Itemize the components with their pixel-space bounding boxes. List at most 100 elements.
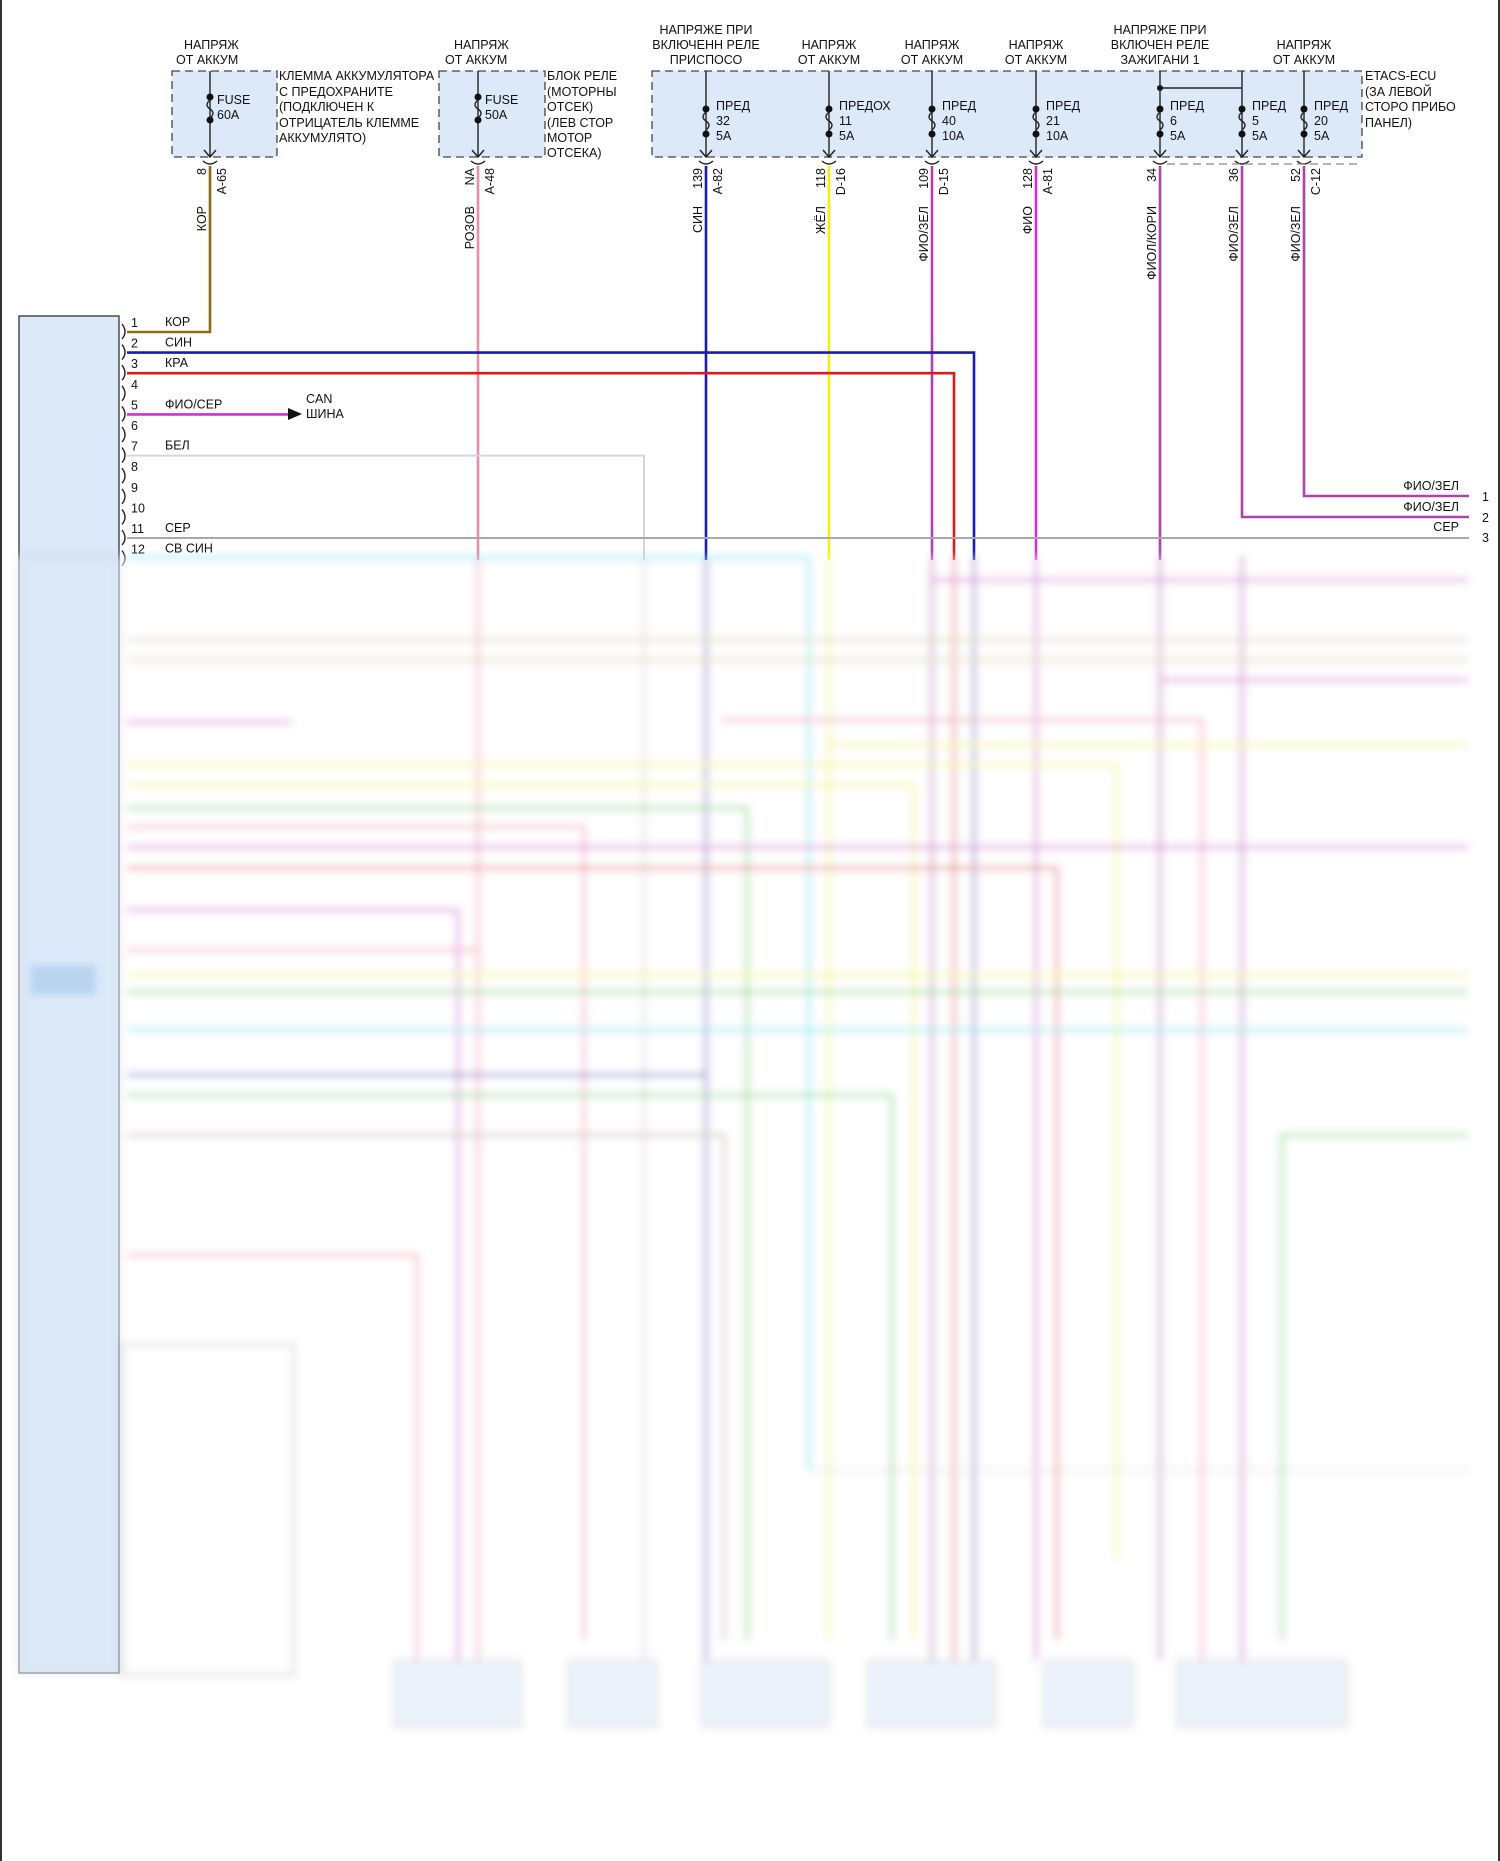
supply-label: НАПРЯЖ [1277, 38, 1332, 52]
block-desc: С ПРЕДОХРАНИТЕ [279, 85, 393, 99]
fuse-label: ПРЕД [1314, 99, 1349, 113]
wire-color-label: ФИО/ЗЕЛ [1227, 206, 1241, 262]
supply-label: НАПРЯЖ [184, 38, 239, 52]
blurred-lower-diagram [2, 555, 1498, 1861]
pin-number: 5 [131, 398, 138, 412]
supply-label: ОТ АККУМ [445, 53, 507, 67]
fuse-rating: 50A [485, 108, 508, 122]
block-desc: ОТРИЦАТЕЛЬ КЛЕММЕ [279, 116, 419, 130]
block-desc: ОТСЕК) [547, 100, 593, 114]
wire-color-label: БЕЛ [165, 439, 190, 453]
connector-id: A-48 [483, 168, 497, 194]
blurred-component [567, 1660, 658, 1728]
connector-id: A-81 [1041, 168, 1055, 194]
wire-color-label: КРА [165, 356, 189, 370]
wire-color-label: ФИОЛ/КОРИ [1145, 206, 1159, 280]
pin-number: 118 [814, 168, 828, 188]
supply-label: НАПРЯЖ [454, 38, 509, 52]
supply-label: ОТ АККУМ [1273, 53, 1335, 67]
wire-color-label: СИН [691, 206, 705, 233]
wire [127, 351, 976, 560]
pin-number: 52 [1289, 168, 1303, 182]
blurred-wire [127, 866, 1059, 1640]
supply-label: НАПРЯЖ [1009, 38, 1064, 52]
fuse-label: 10A [1046, 129, 1069, 143]
block-desc: АККУМУЛЯТО) [279, 131, 366, 145]
connector-id: A-82 [711, 168, 725, 194]
fuse-label: 10A [942, 129, 965, 143]
wires [127, 166, 1469, 560]
wire-color-label: СЕР [1433, 520, 1459, 534]
supply-label: ВКЛЮЧЕН РЕЛЕ [1111, 38, 1209, 52]
supply-label: ОТ АККУМ [798, 53, 860, 67]
fuse-label: 40 [942, 114, 956, 128]
fuse-label: 21 [1046, 114, 1060, 128]
wire [1302, 166, 1469, 498]
wire [127, 166, 212, 334]
wire-color-label: ФИО/ЗЕЛ [1289, 206, 1303, 262]
pin-number: 128 [1021, 168, 1035, 189]
fuse-label: 6 [1170, 114, 1177, 128]
blurred-wire [127, 908, 460, 1660]
fuse-label: 32 [716, 114, 730, 128]
fuse-label: 5A [716, 129, 732, 143]
blurred-component [1043, 1660, 1134, 1728]
block-desc: ПАНЕЛ) [1365, 116, 1412, 130]
relay-box-fuse-block: НАПРЯЖ ОТ АККУМ FUSE 50A БЛОК РЕЛЕ (МОТО… [438, 38, 617, 165]
block-desc: МОТОР [547, 131, 592, 145]
wire-color-label: КОР [195, 206, 209, 231]
supply-label: НАПРЯЖЕ ПРИ [1114, 23, 1207, 37]
supply-label: ЗАЖИГАНИ 1 [1120, 53, 1199, 67]
pin-number: 9 [131, 481, 138, 495]
wire-color-label: РОЗОВ [463, 206, 477, 249]
pin-number: 139 [691, 168, 705, 189]
blurred-wire [1280, 1133, 1468, 1640]
pin-number: 2 [131, 337, 138, 351]
block-desc: ETACS-ECU [1365, 69, 1436, 83]
fuse-label: ПРЕД [1046, 99, 1081, 113]
pin-number: 2 [1482, 511, 1489, 525]
fuse-label: ПРЕД [1252, 99, 1287, 113]
pin-number: 109 [917, 168, 931, 189]
pin-number: 1 [1482, 490, 1489, 504]
pin-number: 3 [131, 357, 138, 371]
fuse-label: 5A [1314, 129, 1330, 143]
supply-label: НАПРЯЖЕ ПРИ [660, 23, 753, 37]
connector-id: D-16 [834, 168, 848, 195]
supply-label: ВКЛЮЧЕНН РЕЛЕ [652, 38, 759, 52]
block-desc: СТОРО ПРИБО [1365, 100, 1456, 114]
fuse-label: ПРЕД [942, 99, 977, 113]
pin-number: 3 [1482, 531, 1489, 545]
pin-number: 8 [195, 168, 209, 175]
blurred-component [393, 1660, 522, 1728]
wire-color-label: ЖЁЛ [814, 206, 828, 234]
blurred-component [701, 1660, 830, 1728]
right-connector: ФИО/ЗЕЛ 1 ФИО/ЗЕЛ 2 СЕР 3 [1403, 479, 1489, 545]
fuse-label: ПРЕДОХ [839, 99, 891, 113]
can-label: CAN [306, 392, 332, 406]
pin-number: 34 [1145, 168, 1159, 182]
wire [1240, 166, 1469, 519]
pin-number: 36 [1227, 168, 1241, 182]
fuse-rating: 60A [217, 108, 240, 122]
fuse-label: FUSE [217, 93, 250, 107]
pin-number: 10 [131, 501, 145, 515]
can-arrow-icon [288, 408, 302, 420]
pin-number: 7 [131, 440, 138, 454]
wire-color-label: ФИО/ЗЕЛ [1403, 479, 1459, 493]
blurred-wire [127, 1253, 419, 1660]
pin-number: 12 [131, 543, 145, 557]
left-connector: 1 КОР 2 СИН 3 КРА 4 5 ФИО/СЕР 6 7 БЕЛ 8 9 10 11 СЕР 12 СВ … [121, 315, 222, 567]
wire-color-label: ФИО/ЗЕЛ [917, 206, 931, 262]
wire-color-label: СЕР [165, 521, 191, 535]
block-desc: ОТСЕКА) [547, 146, 602, 160]
fuse-label: 5A [839, 129, 855, 143]
pin-number: 11 [131, 522, 144, 536]
supply-label: НАПРЯЖ [802, 38, 857, 52]
blurred-wire [127, 556, 811, 1470]
blurred-wire [127, 1133, 726, 1640]
pin-number: 6 [131, 419, 138, 433]
block-desc: (ПОДКЛЮЧЕН К [279, 100, 375, 114]
